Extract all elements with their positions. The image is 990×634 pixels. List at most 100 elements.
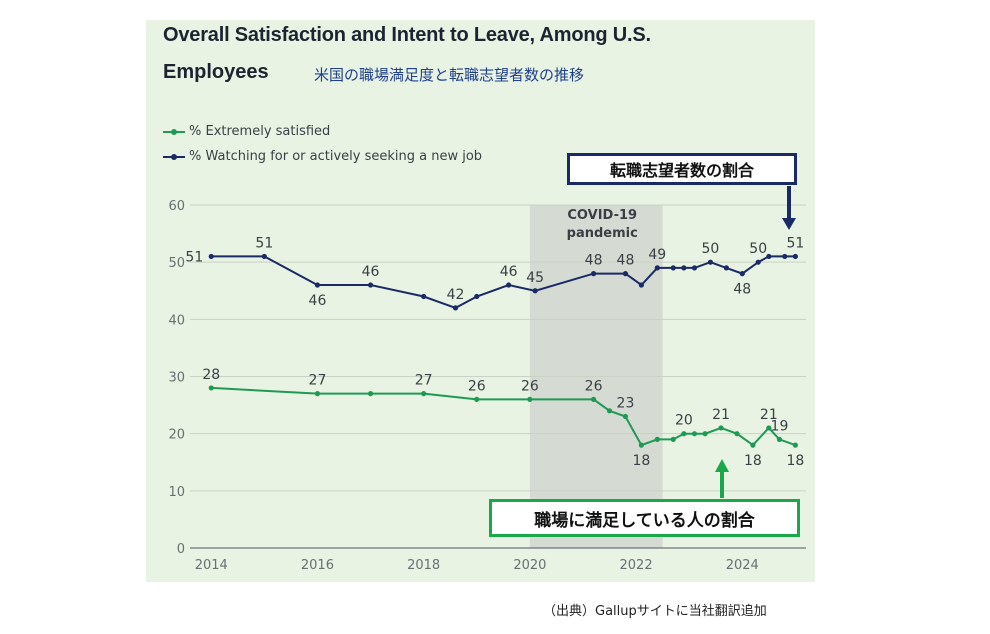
data-point bbox=[739, 271, 745, 277]
jp-subtitle: 米国の職場満足度と転職志望者数の推移 bbox=[314, 66, 585, 84]
legend-item-leaving: % Watching for or actively seeking a new… bbox=[163, 149, 482, 164]
data-point bbox=[681, 431, 687, 437]
data-label: 46 bbox=[309, 293, 327, 309]
x-tick-label: 2018 bbox=[407, 558, 440, 573]
data-label: 23 bbox=[617, 396, 635, 412]
chart-panel bbox=[146, 20, 815, 582]
data-point bbox=[766, 253, 772, 260]
data-point bbox=[691, 431, 698, 437]
data-label: 26 bbox=[521, 378, 539, 394]
data-label: 21 bbox=[760, 407, 778, 423]
data-point bbox=[314, 282, 321, 288]
data-point bbox=[261, 253, 267, 260]
data-point bbox=[707, 259, 714, 265]
data-point bbox=[622, 413, 629, 420]
satisfied-callout-box: 職場に満足している人の割合 bbox=[489, 499, 800, 537]
data-point bbox=[654, 436, 660, 442]
legend-marker-leaving bbox=[163, 152, 185, 162]
y-tick-label: 30 bbox=[168, 371, 185, 386]
data-label: 20 bbox=[675, 413, 693, 429]
data-label: 18 bbox=[786, 453, 804, 469]
data-point bbox=[590, 271, 597, 277]
data-label: 26 bbox=[585, 378, 603, 394]
data-point bbox=[654, 265, 660, 271]
data-label: 46 bbox=[362, 264, 380, 280]
data-point bbox=[755, 259, 761, 265]
legend-label-leaving: % Watching for or actively seeking a new… bbox=[189, 149, 483, 164]
data-label: 18 bbox=[744, 453, 762, 469]
data-point bbox=[670, 265, 676, 271]
data-point bbox=[208, 385, 214, 391]
y-tick-label: 60 bbox=[168, 199, 185, 214]
y-tick-label: 40 bbox=[168, 313, 185, 328]
data-point bbox=[638, 282, 644, 288]
data-label: 50 bbox=[749, 241, 767, 257]
data-label: 19 bbox=[771, 418, 789, 434]
x-tick-label: 2024 bbox=[726, 558, 759, 573]
data-label: 27 bbox=[415, 373, 433, 389]
chart-title-line2: Employees bbox=[163, 61, 269, 83]
data-point bbox=[367, 282, 374, 288]
y-tick-label: 50 bbox=[168, 256, 185, 271]
data-point bbox=[776, 436, 783, 442]
data-label: 45 bbox=[526, 270, 544, 286]
data-label: 50 bbox=[701, 241, 719, 257]
data-label: 46 bbox=[500, 264, 518, 280]
data-point bbox=[606, 408, 613, 414]
data-label: 21 bbox=[712, 407, 730, 423]
data-point bbox=[638, 442, 644, 448]
data-point bbox=[532, 288, 538, 294]
data-label: 28 bbox=[202, 367, 220, 383]
data-label: 42 bbox=[447, 287, 465, 303]
data-point bbox=[782, 253, 788, 260]
data-label: 51 bbox=[255, 235, 273, 251]
data-point bbox=[527, 396, 533, 402]
data-point bbox=[792, 253, 798, 260]
data-point bbox=[750, 442, 756, 448]
data-point bbox=[367, 391, 374, 397]
covid-label-line2: pandemic bbox=[567, 226, 638, 241]
data-point bbox=[421, 391, 427, 397]
data-point bbox=[506, 282, 512, 288]
x-tick-label: 2014 bbox=[195, 558, 228, 573]
data-point bbox=[452, 305, 459, 311]
x-tick-label: 2020 bbox=[513, 558, 546, 573]
data-point bbox=[314, 391, 321, 397]
legend-item-satisfied: % Extremely satisfied bbox=[163, 124, 330, 139]
series-line-satisfied bbox=[211, 386, 796, 447]
data-label: 48 bbox=[617, 253, 635, 269]
data-point bbox=[474, 293, 480, 300]
legend-label-satisfied: % Extremely satisfied bbox=[189, 124, 331, 139]
data-point bbox=[691, 265, 698, 271]
data-point bbox=[421, 293, 427, 300]
data-point bbox=[681, 265, 687, 271]
leave-arrow-head bbox=[782, 218, 796, 230]
data-label: 26 bbox=[468, 378, 486, 394]
y-tick-label: 0 bbox=[177, 542, 185, 557]
source-note: （出典）Gallupサイトに当社翻訳追加 bbox=[543, 604, 767, 619]
data-label: 27 bbox=[309, 373, 327, 389]
data-point bbox=[718, 425, 724, 431]
x-tick-label: 2016 bbox=[301, 558, 334, 573]
data-label: 18 bbox=[632, 453, 650, 469]
legend-marker-satisfied bbox=[163, 127, 185, 137]
data-point bbox=[766, 425, 772, 431]
data-label: 51 bbox=[185, 249, 203, 265]
data-point bbox=[208, 253, 214, 260]
data-point bbox=[734, 431, 740, 437]
data-point bbox=[702, 431, 708, 437]
leave-callout-box: 転職志望者数の割合 bbox=[567, 153, 797, 185]
data-label: 48 bbox=[733, 282, 751, 298]
data-label: 48 bbox=[585, 253, 603, 269]
data-point bbox=[590, 396, 597, 402]
data-point bbox=[474, 396, 480, 402]
chart-title-line1: Overall Satisfaction and Intent to Leave… bbox=[163, 24, 651, 46]
data-label: 51 bbox=[786, 235, 804, 251]
y-tick-label: 20 bbox=[168, 428, 185, 443]
data-point bbox=[670, 436, 676, 442]
data-label: 49 bbox=[648, 247, 666, 263]
x-tick-label: 2022 bbox=[620, 558, 653, 573]
y-tick-label: 10 bbox=[168, 485, 185, 500]
data-point bbox=[622, 271, 629, 277]
